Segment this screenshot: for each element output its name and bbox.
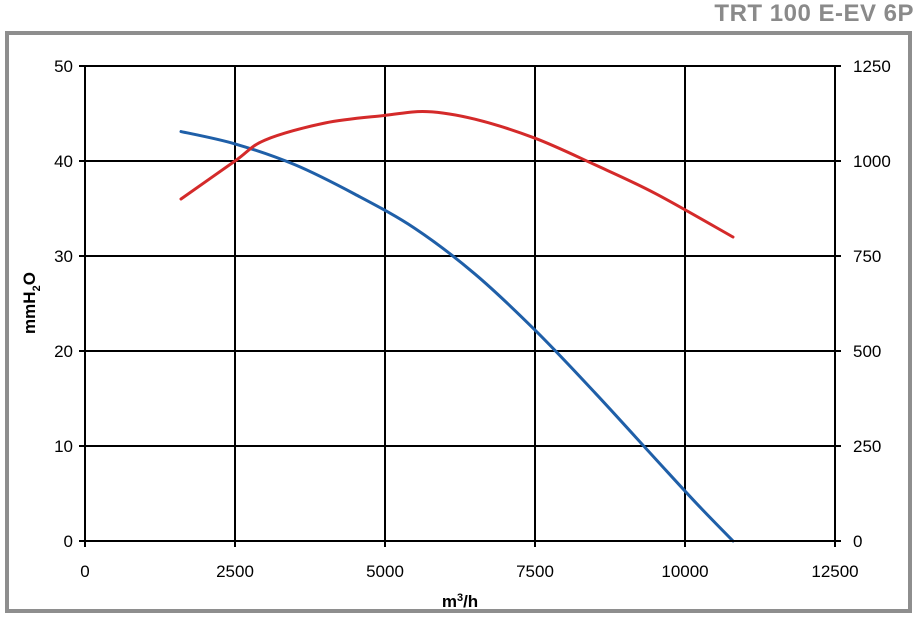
x-tick-label: 0 bbox=[80, 562, 89, 581]
chart-title: TRT 100 E-EV 6P bbox=[714, 0, 914, 27]
y-tick-label: 30 bbox=[54, 247, 73, 266]
x-tick-labels: 0 2500 5000 7500 10000 12500 bbox=[80, 562, 858, 581]
y2-tick-label: 500 bbox=[853, 342, 881, 361]
y-tick-label: 10 bbox=[54, 437, 73, 456]
y2-tick-label: 750 bbox=[853, 247, 881, 266]
y-tick-label: 0 bbox=[64, 532, 73, 551]
y2-tick-label: 1000 bbox=[853, 152, 891, 171]
y-axis-label: mmH2O bbox=[20, 272, 43, 334]
y-tick-label: 50 bbox=[54, 57, 73, 76]
x-tick-label: 7500 bbox=[516, 562, 554, 581]
x-tick-label: 5000 bbox=[366, 562, 404, 581]
y-tick-labels: 0 10 20 30 40 50 bbox=[54, 57, 73, 551]
plot-area-border bbox=[84, 65, 836, 542]
series-group bbox=[179, 110, 735, 543]
y-tick-label: 40 bbox=[54, 152, 73, 171]
y2-tick-label: 0 bbox=[853, 532, 862, 551]
x-tick-label: 10000 bbox=[661, 562, 708, 581]
x-tick-label: 12500 bbox=[811, 562, 858, 581]
series-line-right-axis bbox=[179, 110, 735, 239]
x-axis-label: m3/h bbox=[442, 592, 478, 611]
y2-tick-label: 250 bbox=[853, 437, 881, 456]
x-tick-label: 2500 bbox=[216, 562, 254, 581]
series-line-left-axis bbox=[179, 130, 735, 543]
grid bbox=[79, 65, 841, 547]
chart-frame bbox=[5, 31, 912, 613]
y-tick-label: 20 bbox=[54, 342, 73, 361]
y2-tick-labels: 0 250 500 750 1000 1250 bbox=[853, 57, 891, 551]
y2-tick-label: 1250 bbox=[853, 57, 891, 76]
